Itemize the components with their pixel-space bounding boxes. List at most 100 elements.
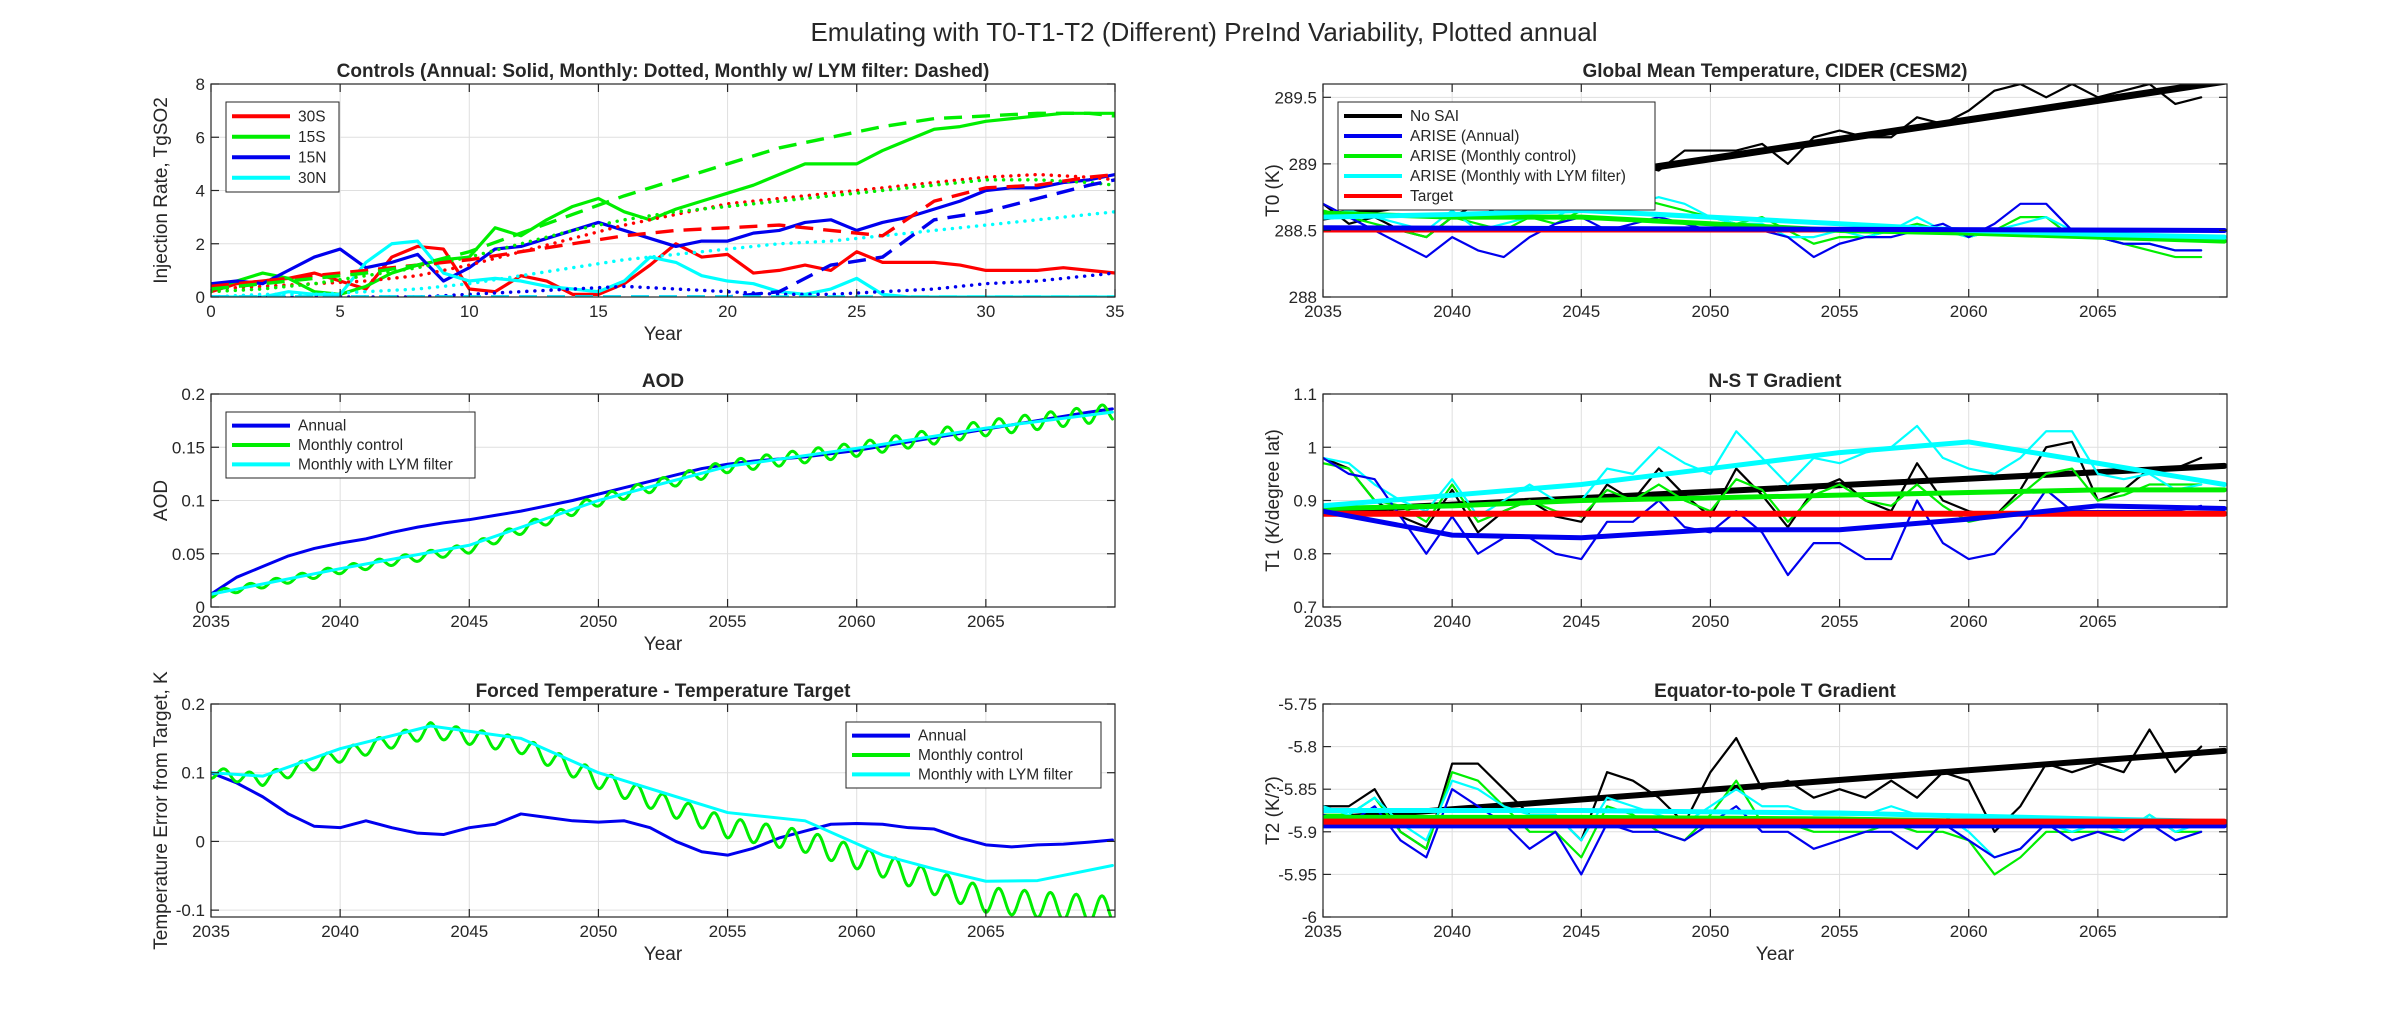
series-line-monthly-with-lym-filter <box>211 410 1114 596</box>
x-tick-label: 2035 <box>1304 922 1342 941</box>
x-tick-label: 2055 <box>709 612 747 631</box>
series-line-30n-solid <box>211 239 1115 297</box>
y-axis-label: Injection Rate, TgSO2 <box>151 97 172 284</box>
y-tick-label: 0 <box>196 832 205 851</box>
legend-label: Annual <box>918 728 966 745</box>
series-line-15n-dashed <box>211 178 1115 297</box>
y-tick-label: 0.2 <box>181 695 205 714</box>
y-tick-label: -5.8 <box>1288 738 1317 757</box>
x-tick-label: 2045 <box>1562 302 1600 321</box>
series-line-arise-monthly-with-lym-filter-forced <box>1323 207 2227 240</box>
x-tick-label: 2065 <box>967 612 1005 631</box>
x-tick-label: 2060 <box>838 612 876 631</box>
legend-label: Monthly with LYM filter <box>918 766 1073 783</box>
legend-label: Monthly control <box>298 437 403 454</box>
series-line-monthly-control <box>211 721 1113 917</box>
y-tick-label: 288.5 <box>1274 221 1317 240</box>
series-line-15s-dotted <box>211 178 1115 294</box>
legend-label: 30N <box>298 170 326 187</box>
y-axis-label: T2 (K/?) <box>1263 776 1284 845</box>
x-tick-label: 2045 <box>450 612 488 631</box>
x-tick-label: 2050 <box>1692 922 1730 941</box>
x-tick-label: 2060 <box>1950 302 1988 321</box>
series-group <box>211 721 1114 917</box>
legend-label: ARISE (Monthly with LYM filter) <box>1410 168 1626 185</box>
x-tick-label: 2050 <box>580 612 618 631</box>
y-tick-label: 2 <box>196 235 205 254</box>
x-tick-label: 2035 <box>1304 612 1342 631</box>
legend-label: ARISE (Monthly control) <box>1410 148 1576 165</box>
x-tick-label: 15 <box>589 302 608 321</box>
x-tick-label: 2065 <box>967 922 1005 941</box>
x-tick-label: 2040 <box>1433 302 1471 321</box>
y-tick-label: 0.9 <box>1293 492 1317 511</box>
panel-t0: 2035 2040 2045 2050 2055 2060 2065 288 288.5 289 2… <box>1263 61 2228 321</box>
legend-label: 15N <box>298 149 326 166</box>
y-tick-label: 0 <box>196 598 205 617</box>
series-group <box>1323 84 2227 259</box>
series-group <box>211 111 1115 297</box>
x-tick-label: 2055 <box>1821 612 1859 631</box>
panel-title: Forced Temperature - Temperature Target <box>476 681 851 702</box>
series-group <box>211 403 1114 599</box>
series-line-15s-solid <box>211 111 1115 296</box>
panel-title: AOD <box>642 371 684 392</box>
x-tick-label: 2060 <box>1950 612 1988 631</box>
y-tick-label: 1 <box>1308 438 1317 457</box>
y-axis-label: AOD <box>151 480 172 521</box>
x-axis-label: Year <box>644 634 683 655</box>
series-line-arise-annual- <box>1323 788 2203 876</box>
y-tick-label: 0.7 <box>1293 598 1317 617</box>
panel-title: Controls (Annual: Solid, Monthly: Dotted… <box>337 61 990 82</box>
legend-label: 30S <box>298 108 326 125</box>
series-line-arise-monthly-with-lym-filter-forced <box>1323 439 2227 509</box>
series-line-monthly-with-lym-filter <box>211 724 1114 883</box>
panel-t2: 2035 2040 2045 2050 2055 2060 2065 -6 -5.95 -5.9 -… <box>1263 681 2228 965</box>
x-tick-label: 2060 <box>838 922 876 941</box>
series-line-arise-monthly-control-forced <box>1323 487 2227 511</box>
x-tick-label: 2045 <box>1562 612 1600 631</box>
legend-label: Target <box>1410 188 1454 205</box>
series-line-arise-annual- <box>1323 456 2203 577</box>
y-tick-label: 4 <box>196 182 205 201</box>
y-tick-label: 0.05 <box>172 545 205 564</box>
series-line-15s-dashed <box>211 111 1115 291</box>
legend-label: Monthly control <box>918 747 1023 764</box>
legend-label: ARISE (Annual) <box>1410 128 1519 145</box>
panel-t1: 2035 2040 2045 2050 2055 2060 2065 0.7 0.8 0.9 1 1.… <box>1263 371 2228 631</box>
y-tick-label: -5.9 <box>1288 823 1317 842</box>
legend-label: No SAI <box>1410 108 1459 125</box>
y-axis-label: Temperature Error from Target, K <box>151 671 172 950</box>
x-tick-label: 2045 <box>450 922 488 941</box>
series-group <box>1323 728 2227 876</box>
legend-label: Annual <box>298 418 346 435</box>
x-tick-label: 2065 <box>2079 302 2117 321</box>
series-line-arise-monthly-control- <box>1323 196 2203 259</box>
series-line-30s-dashed <box>211 172 1115 289</box>
x-axis-label: Year <box>644 324 683 345</box>
y-tick-label: 0 <box>196 288 205 307</box>
x-tick-label: 2065 <box>2079 922 2117 941</box>
x-tick-label: 5 <box>335 302 344 321</box>
axes-frame <box>210 703 1116 918</box>
x-tick-label: 2035 <box>192 922 230 941</box>
x-tick-label: 2035 <box>192 612 230 631</box>
x-tick-label: 2055 <box>1821 922 1859 941</box>
y-tick-label: 0.1 <box>181 492 205 511</box>
x-tick-label: 2035 <box>1304 302 1342 321</box>
y-axis-label: T0 (K) <box>1263 164 1284 217</box>
series-line-30s-dotted <box>211 172 1115 291</box>
y-tick-label: 288 <box>1289 288 1317 307</box>
x-tick-label: 2045 <box>1562 922 1600 941</box>
series-line-arise-annual-forced <box>1323 503 2227 541</box>
y-tick-label: -0.1 <box>176 901 205 920</box>
panel-aod: 2035 2040 2045 2050 2055 2060 2065 0 0.05 0.1 0.15… <box>151 371 1116 655</box>
y-tick-label: -5.75 <box>1278 695 1317 714</box>
legend: Annual Monthly control Monthly with LYM fi… <box>225 411 476 479</box>
series-line-arise-monthly-with-lym-filter- <box>1323 196 2203 252</box>
panel-error: 2035 2040 2045 2050 2055 2060 2065 -0.1 0 0.1 0.2 F… <box>151 671 1116 965</box>
x-tick-label: 35 <box>1106 302 1125 321</box>
panel-title: Global Mean Temperature, CIDER (CESM2) <box>1583 61 1968 82</box>
axes-frame <box>1322 83 2228 298</box>
